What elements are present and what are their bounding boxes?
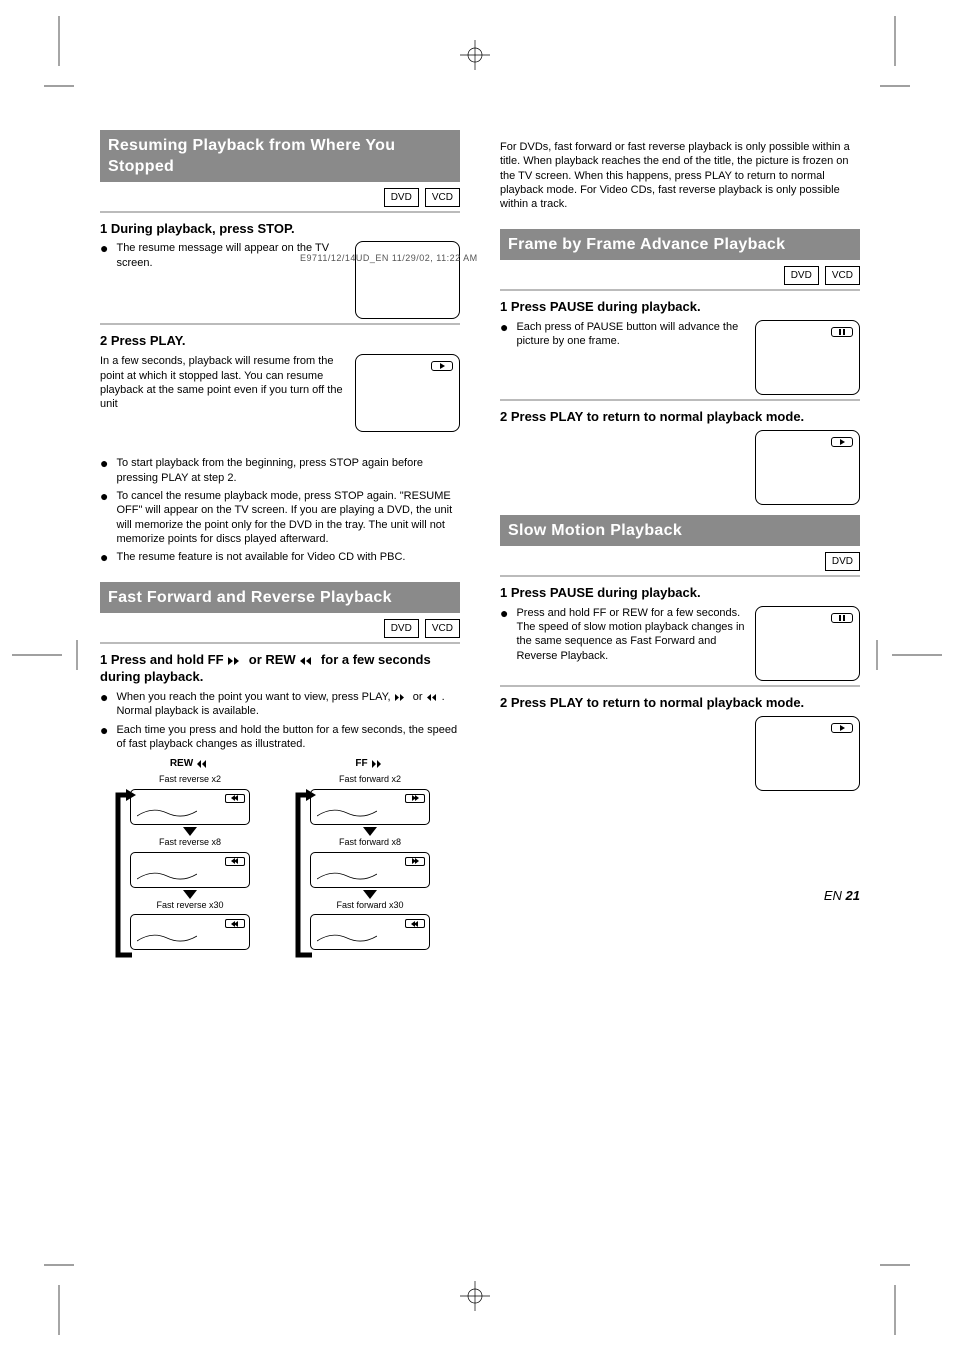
section-ffrw-header: Fast Forward and Reverse Playback: [100, 582, 460, 613]
down-arrow-icon: [363, 890, 377, 899]
disc-badge-dvd: DVD: [784, 266, 819, 285]
speed-level: Fast reverse x8: [130, 837, 250, 849]
divider: [100, 323, 460, 325]
speed-level: Fast forward x30: [310, 900, 430, 912]
speed-diagram: REW Fast reverse x2 Fast reverse x8 Fast…: [100, 757, 460, 952]
crop-mark-bl: [44, 1245, 74, 1335]
ffrw-step1-label: 1 Press and hold FF or REW for a few sec…: [100, 652, 460, 686]
bullet-icon: ●: [100, 241, 108, 319]
slowmo-step2-label: 2 Press PLAY to return to normal playbac…: [500, 695, 860, 712]
disc-badge-dvd: DVD: [384, 619, 419, 638]
tv-pause-icon: [755, 320, 860, 395]
disc-badge-dvd: DVD: [825, 552, 860, 571]
page-num: 21: [846, 888, 860, 903]
disc-badge-vcd: VCD: [425, 188, 460, 207]
bullet-icon: ●: [100, 550, 108, 564]
speed-level: Fast reverse x2: [130, 774, 250, 786]
bullet-icon: ●: [500, 606, 508, 681]
rew-icon: [299, 656, 317, 666]
resume-step2-label: 2 Press PLAY.: [100, 333, 460, 350]
disc-badge-vcd: VCD: [825, 266, 860, 285]
speed-level: Fast forward x8: [310, 837, 430, 849]
footer-code: E9711/12/14UD_EN 11/29/02, 11:22 AM: [300, 253, 478, 265]
tv-play-icon: [755, 716, 860, 791]
play-button-icon: [431, 361, 453, 371]
page-number: EN 21: [824, 888, 860, 905]
down-arrow-icon: [183, 890, 197, 899]
section-frame-header: Frame by Frame Advance Playback: [500, 229, 860, 260]
down-arrow-icon: [183, 827, 197, 836]
tv-pause-icon: [755, 606, 860, 681]
play-button-icon: [831, 437, 853, 447]
section-slowmo-header: Slow Motion Playback: [500, 515, 860, 546]
reg-mark-bottom: [460, 1281, 490, 1311]
slowmo-step1-text: Press and hold FF or REW for a few secon…: [516, 606, 747, 681]
speed-level: Fast reverse x30: [130, 900, 250, 912]
bullet-icon: ●: [100, 690, 108, 719]
bullet-icon: ●: [100, 489, 108, 546]
bullet-icon: ●: [100, 456, 108, 485]
play-button-icon: [831, 723, 853, 733]
divider: [500, 399, 860, 401]
crop-mark-tr: [880, 16, 910, 106]
speed-box: [310, 852, 430, 888]
speed-box: [130, 852, 250, 888]
loop-arrow-icon: [112, 789, 136, 959]
section-frame-title: Frame by Frame Advance Playback: [508, 236, 785, 253]
rew-icon: [196, 760, 210, 768]
speed-box: [310, 914, 430, 950]
speed-box: [130, 914, 250, 950]
loop-arrow-icon: [292, 789, 316, 959]
crop-mark-br: [880, 1245, 910, 1335]
divider: [500, 289, 860, 291]
bullet-icon: ●: [100, 723, 108, 752]
section-resume-title: Resuming Playback from Where You Stopped: [108, 137, 395, 175]
ffrw-step1-b1: When you reach the point you want to vie…: [116, 690, 460, 719]
pause-button-icon: [831, 613, 853, 623]
reg-mark-top: [460, 40, 490, 70]
speed-box: [130, 789, 250, 825]
divider: [100, 642, 460, 644]
ff-icon: [394, 693, 410, 702]
disc-badge-dvd: DVD: [384, 188, 419, 207]
section-slowmo-title: Slow Motion Playback: [508, 522, 682, 539]
bullet-icon: ●: [500, 320, 508, 395]
frame-step1-label: 1 Press PAUSE during playback.: [500, 299, 860, 316]
divider: [500, 685, 860, 687]
slowmo-step1-label: 1 Press PAUSE during playback.: [500, 585, 860, 602]
crop-mark-mr: [862, 635, 942, 675]
resume-step1-label: 1 During playback, press STOP.: [100, 221, 460, 238]
resume-step2-desc: In a few seconds, playback will resume f…: [100, 354, 347, 432]
diagram-ff-label: FF: [355, 757, 367, 770]
tv-play-icon: [755, 430, 860, 505]
frame-step1-text: Each press of PAUSE button will advance …: [516, 320, 747, 395]
disc-badge-vcd: VCD: [425, 619, 460, 638]
page-lang: EN: [824, 888, 842, 903]
tv-play-icon: [355, 354, 460, 432]
divider: [100, 211, 460, 213]
crop-mark-tl: [44, 16, 74, 106]
divider: [500, 575, 860, 577]
ff-icon: [371, 760, 385, 768]
ffrw-step1-b2: Each time you press and hold the button …: [116, 723, 460, 752]
diagram-rew-label: REW: [170, 757, 193, 770]
speed-box: [310, 789, 430, 825]
rew-icon: [426, 693, 442, 702]
ffrw-note: For DVDs, fast forward or fast reverse p…: [500, 140, 860, 211]
resume-step2-b1: To start playback from the beginning, pr…: [116, 456, 460, 485]
resume-step2-b2: To cancel the resume playback mode, pres…: [116, 489, 460, 546]
crop-mark-ml: [12, 635, 92, 675]
frame-step2-label: 2 Press PLAY to return to normal playbac…: [500, 409, 860, 426]
section-resume-header: Resuming Playback from Where You Stopped: [100, 130, 460, 182]
ff-icon: [227, 656, 245, 666]
down-arrow-icon: [363, 827, 377, 836]
speed-level: Fast forward x2: [310, 774, 430, 786]
pause-button-icon: [831, 327, 853, 337]
section-ffrw-title: Fast Forward and Reverse Playback: [108, 589, 392, 606]
resume-step2-b3: The resume feature is not available for …: [116, 550, 460, 564]
